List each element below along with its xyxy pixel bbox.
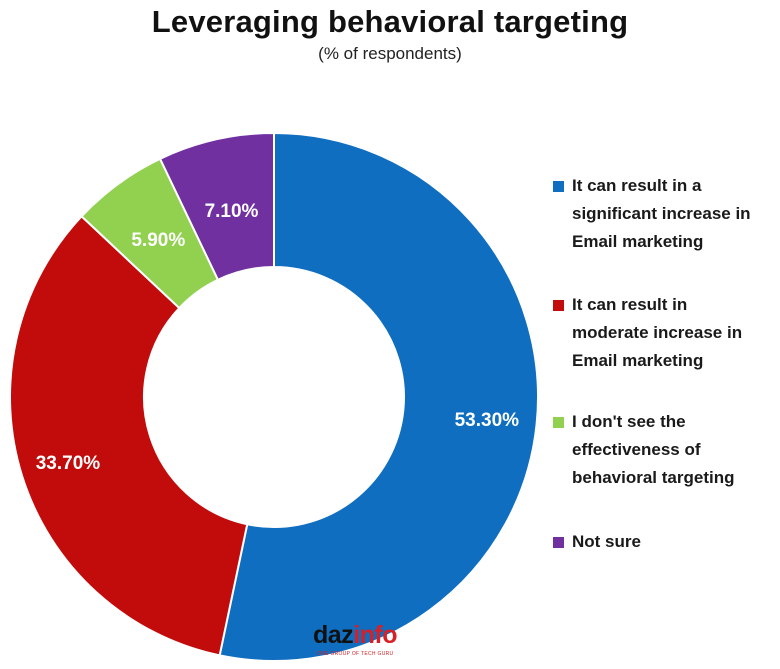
legend-line: effectiveness of [572, 440, 701, 459]
label-no-effectiveness: 5.90% [131, 230, 185, 251]
logo-text-accent: info [353, 621, 398, 649]
logo-text-main: daz [313, 621, 354, 649]
label-not-sure: 7.10% [205, 201, 259, 222]
slice-moderate-increase [9, 214, 249, 657]
legend-item-significant-increase: It can result in a significant increase … [552, 172, 751, 256]
legend-line: Email marketing [572, 232, 704, 251]
label-significant-increase: 53.30% [455, 410, 520, 431]
legend-line: moderate increase in [572, 323, 743, 342]
donut-chart: 53.30% 33.70% 5.90% 7.10% [9, 131, 540, 662]
legend-swatch [553, 300, 564, 311]
legend-line: I don't see the [572, 412, 686, 431]
slice-significant-increase [218, 131, 540, 662]
dazeinfo-logo: dazinfo ONE GROUP OF TECH GURU [313, 621, 433, 661]
legend-item-no-effectiveness: I don't see the effectiveness of behavio… [552, 408, 734, 492]
chart-subtitle: (% of respondents) [318, 44, 462, 63]
legend-item-moderate-increase: It can result in moderate increase in Em… [552, 291, 742, 375]
legend-line: significant increase in [572, 204, 751, 223]
legend-line: It can result in a [572, 176, 702, 195]
legend-line: behavioral targeting [572, 468, 735, 487]
legend-item-not-sure: Not sure [552, 528, 641, 556]
legend-line: Email marketing [572, 351, 704, 370]
logo-tagline: ONE GROUP OF TECH GURU [317, 651, 394, 657]
legend-swatch [553, 537, 564, 548]
legend-swatch [553, 181, 564, 192]
logo-wordmark: dazinfo [313, 621, 398, 650]
label-moderate-increase: 33.70% [36, 453, 101, 474]
legend-line: It can result in [572, 295, 688, 314]
legend-line: Not sure [572, 532, 641, 551]
chart-title: Leveraging behavioral targeting [151, 4, 629, 39]
legend-swatch [553, 417, 564, 428]
slice-not-sure [158, 131, 275, 282]
